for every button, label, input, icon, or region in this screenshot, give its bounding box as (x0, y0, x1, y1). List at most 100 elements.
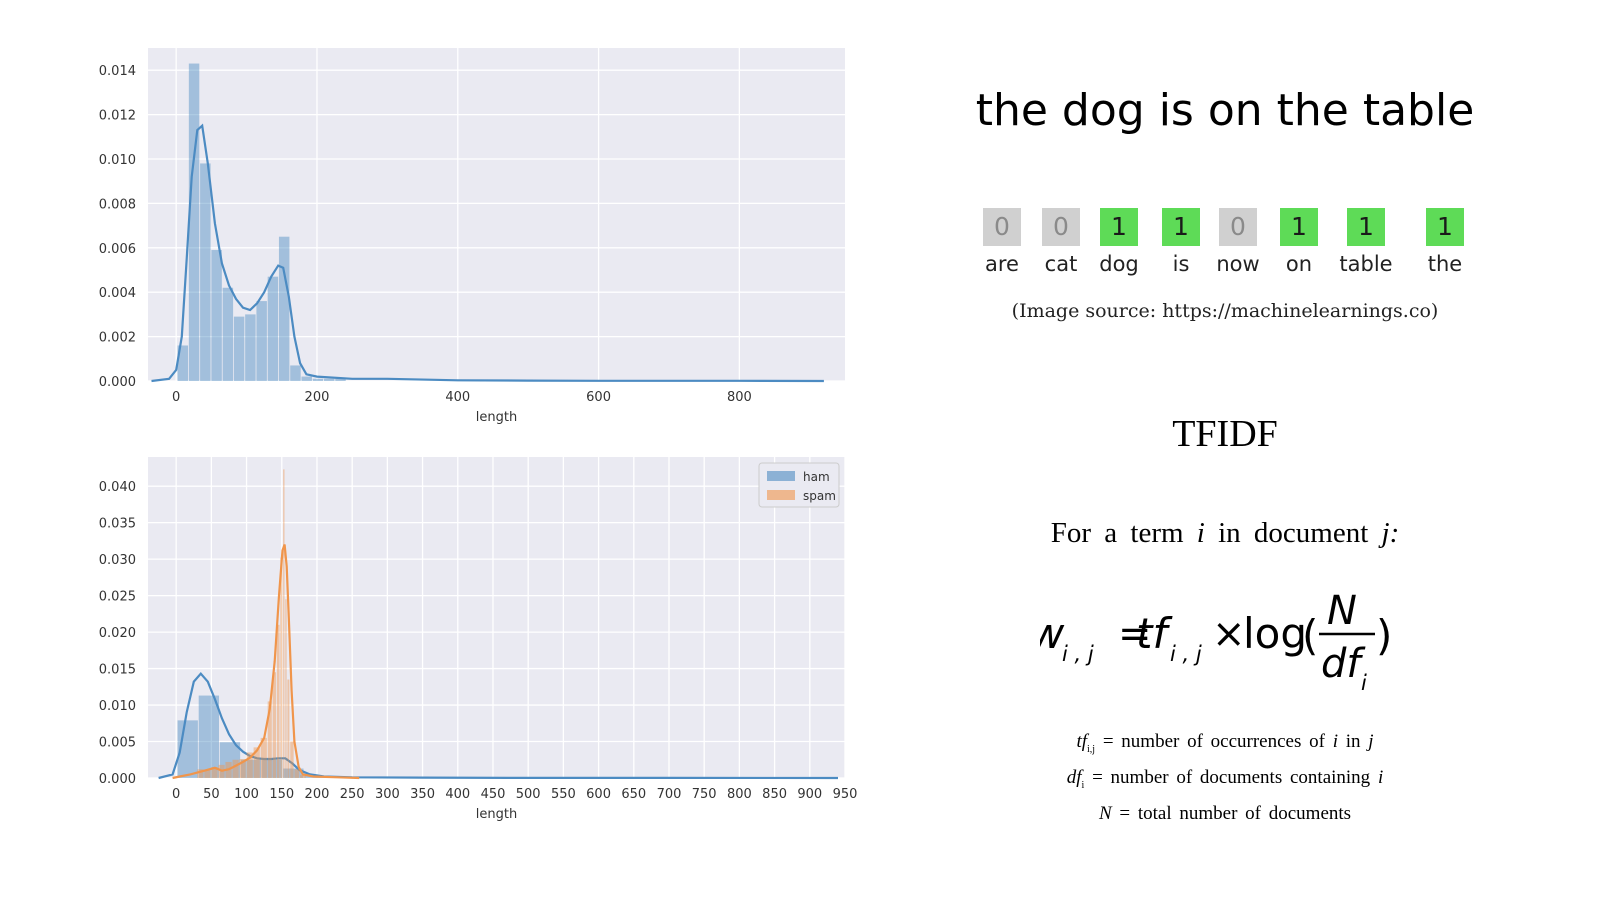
bow-word: cat (1044, 252, 1078, 276)
definition-df: dfi = number of documents containing i (955, 764, 1495, 800)
histogram-bar (232, 759, 239, 778)
formula-denominator-subscript: i (1361, 671, 1367, 695)
histogram-bar (283, 768, 304, 778)
def-text: = number of documents containing (1092, 766, 1371, 788)
histogram-bar (283, 469, 285, 778)
bow-word: dog (1099, 252, 1139, 276)
y-tick-label: 0.005 (99, 736, 136, 751)
x-tick-label: 500 (516, 787, 541, 802)
y-tick-label: 0.015 (99, 663, 136, 678)
x-tick-label: 450 (481, 787, 506, 802)
histogram-bar (222, 287, 234, 381)
histogram-bar (177, 345, 189, 381)
bow-vector: 0 are 0 cat 1 dog 1 is 0 now 1 on 1 tabl… (983, 208, 1490, 288)
x-tick-label: 800 (727, 787, 752, 802)
y-tick-label: 0.006 (99, 242, 136, 257)
histogram-bar (278, 236, 290, 381)
bow-cell-cat: 0 cat (1031, 208, 1091, 276)
x-axis-label: length (476, 807, 517, 822)
x-tick-label: 700 (657, 787, 682, 802)
histogram-bar (285, 599, 287, 778)
histogram-bar (200, 163, 211, 381)
def-text-b: in (1345, 731, 1361, 752)
bow-cell-on: 1 on (1269, 208, 1329, 276)
bow-value-box: 1 (1280, 208, 1318, 246)
x-tick-label: 600 (586, 390, 611, 405)
bow-cell-are: 0 are (972, 208, 1032, 276)
def-text: = total number of documents (1119, 802, 1352, 824)
def-sub: i,j (1087, 743, 1096, 755)
x-tick-label: 800 (727, 390, 752, 405)
bow-cell-dog: 1 dog (1089, 208, 1149, 276)
histogram-bar (324, 378, 335, 381)
x-tick-label: 0 (172, 787, 180, 802)
bow-cell-now: 0 now (1208, 208, 1268, 276)
def-var: tf (1076, 731, 1088, 752)
definition-tf: tfi,j = number of occurrences of i in j (955, 728, 1495, 764)
histogram-bar (267, 701, 272, 778)
ham-spam-length-chart: 0 50 100 150 200 250 300 350 400 450 500 550 600 650 7… (99, 457, 858, 822)
bow-value-box: 0 (983, 208, 1021, 246)
bow-value-box: 1 (1100, 208, 1138, 246)
formula-w-subscript: i , j (1062, 642, 1094, 666)
y-tick-label: 0.010 (99, 153, 136, 168)
x-tick-label: 750 (692, 787, 717, 802)
x-tick-label: 600 (586, 787, 611, 802)
histogram-bar (272, 672, 277, 778)
tfidf-formula: w i , j = tf i , j × log ( N df i ) (1040, 592, 1392, 695)
histogram-bar (239, 759, 246, 778)
x-tick-label: 200 (305, 787, 330, 802)
histogram-bar (211, 767, 218, 778)
x-tick-label: 300 (375, 787, 400, 802)
formula-tf: tf (1136, 609, 1173, 658)
image-source-caption: (Image source: https://machinelearnings.… (1011, 300, 1439, 322)
histogram-bar (204, 769, 211, 778)
formula-equals: = (1118, 611, 1152, 657)
bow-value-box: 1 (1162, 208, 1200, 246)
bow-word: now (1216, 252, 1260, 276)
histogram-bar (240, 759, 262, 778)
definition-n: N = total number of documents (955, 800, 1495, 828)
plot-background (148, 48, 845, 381)
histogram-bar (253, 747, 260, 778)
y-tick-label: 0.000 (99, 772, 136, 787)
y-tick-label: 0.025 (99, 590, 136, 605)
histogram-bar (256, 301, 267, 381)
histogram-bar (245, 314, 256, 381)
y-tick-label: 0.008 (99, 197, 136, 212)
y-tick-label: 0.012 (99, 109, 136, 124)
y-tick-label: 0.014 (99, 64, 136, 79)
formula-times: × (1212, 611, 1246, 657)
term-line-mid: in document (1218, 517, 1369, 549)
def-var: df (1066, 766, 1082, 788)
bow-cell-is: 1 is (1151, 208, 1211, 276)
formula-w: w (1040, 609, 1065, 658)
histogram-bar (198, 695, 220, 778)
def-var: N (1098, 802, 1112, 824)
def-v2: j (1368, 731, 1374, 752)
x-tick-label: 0 (172, 390, 180, 405)
bow-value-box: 0 (1042, 208, 1080, 246)
kde-line (172, 544, 360, 780)
formula-right-paren: ) (1376, 611, 1392, 660)
x-tick-label: 250 (340, 787, 365, 802)
formula-log: log (1243, 609, 1307, 658)
def-text: = number of occurrences of (1102, 731, 1325, 752)
x-tick-label: 550 (551, 787, 576, 802)
bow-word: on (1285, 252, 1313, 276)
legend-swatch (767, 490, 795, 500)
length-distribution-chart: 0 200 400 600 800 0.000 0.002 0.004 0.006 0.008 0.… (99, 48, 845, 425)
bow-word: table (1339, 252, 1393, 276)
x-tick-label: 650 (621, 787, 646, 802)
y-tick-label: 0.040 (99, 480, 136, 495)
histogram-bar (301, 376, 312, 381)
histogram-bar (335, 378, 346, 381)
histogram-bar (233, 316, 245, 381)
x-tick-label: 150 (269, 787, 294, 802)
bow-sentence: the dog is on the table (975, 85, 1475, 136)
histogram-bar (197, 769, 204, 778)
y-tick-label: 0.020 (99, 626, 136, 641)
y-tick-label: 0.004 (99, 286, 136, 301)
histogram-bar (290, 741, 294, 778)
x-tick-label: 950 (833, 787, 858, 802)
